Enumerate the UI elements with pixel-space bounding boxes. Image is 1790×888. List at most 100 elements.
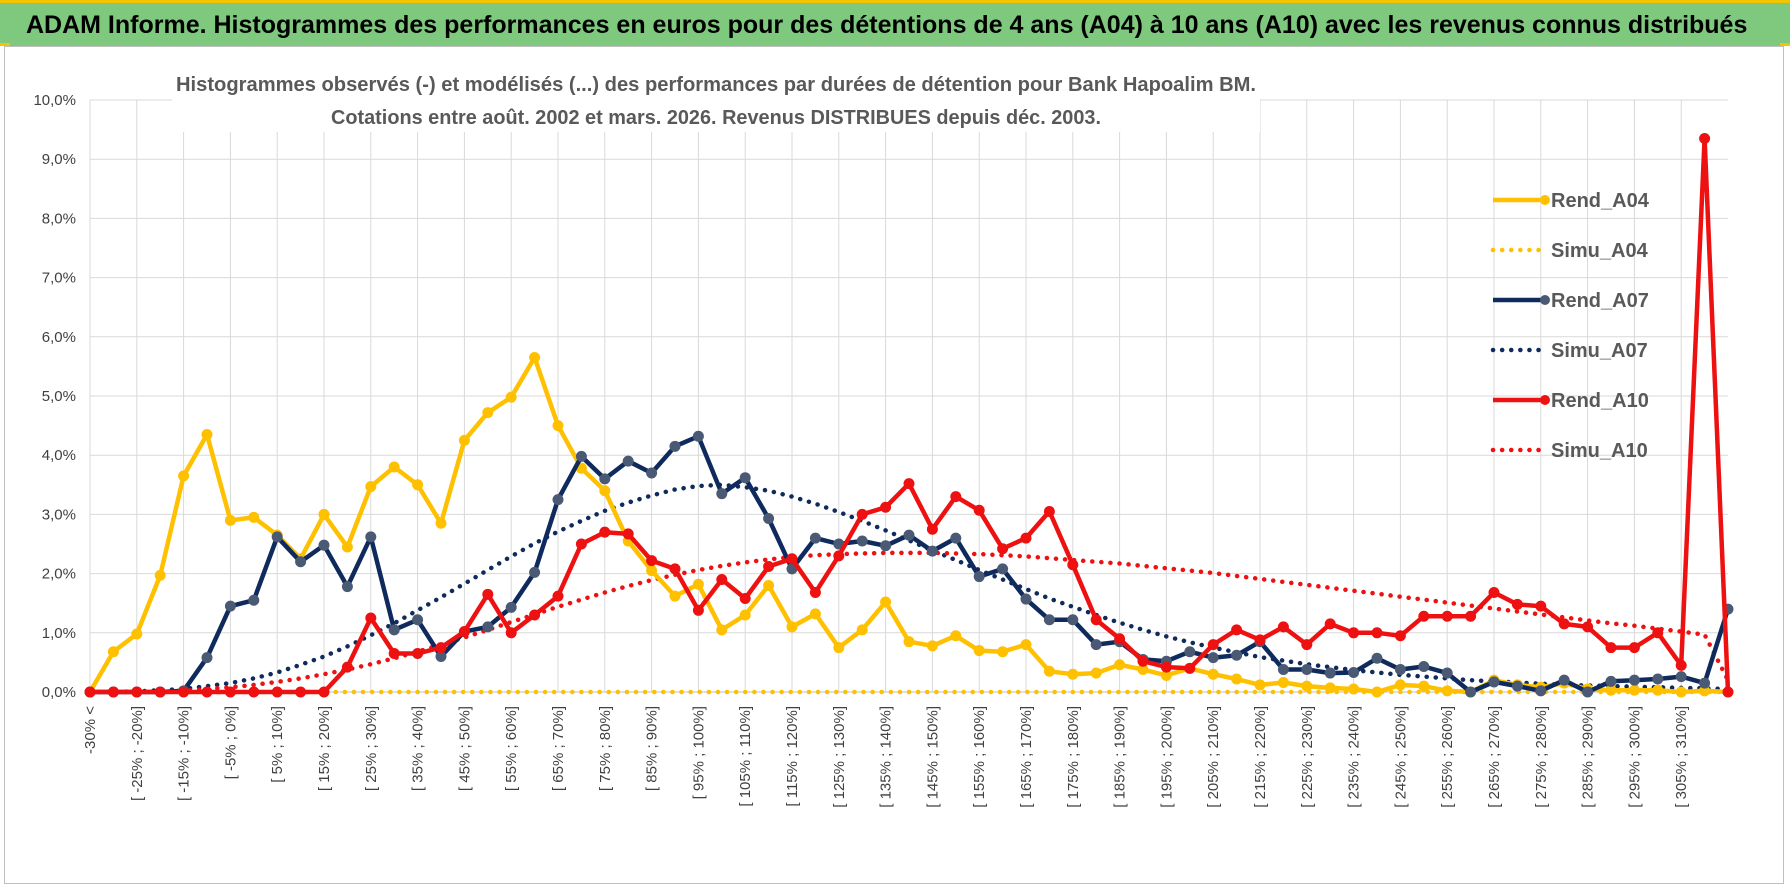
x-tick-label: [ 165% ; 170%] [1018,706,1035,808]
data-point-rend-a10 [622,528,634,540]
data-point-rend-a07 [1558,674,1570,686]
x-tick-label: [ 185% ; 190%] [1112,706,1129,808]
x-tick-label: [ 45% ; 50%] [456,706,473,791]
data-point-rend-a04 [1394,679,1406,691]
data-point-rend-a04 [341,541,353,553]
data-point-rend-a10 [529,609,541,621]
data-point-rend-a07 [1465,686,1477,698]
data-point-rend-a04 [1441,685,1453,697]
x-tick-label: [ 125% ; 130%] [831,706,848,808]
data-point-rend-a10 [224,686,236,698]
data-point-rend-a07 [1535,685,1547,697]
data-point-rend-a10 [84,686,96,698]
data-point-rend-a07 [341,581,353,593]
x-tick-label: [ 225% ; 230%] [1299,706,1316,808]
data-point-rend-a07 [973,571,985,583]
data-point-rend-a04 [646,565,658,577]
data-point-rend-a04 [529,352,541,364]
data-point-rend-a04 [692,578,704,590]
data-point-rend-a10 [201,686,213,698]
x-tick-label: [ -25% ; -20%] [129,706,146,801]
data-point-rend-a10 [365,612,377,624]
data-point-rend-a04 [412,479,424,491]
series-line-simu-a10 [87,550,1731,695]
data-point-rend-a04 [973,645,985,657]
data-point-rend-a10 [856,508,868,520]
data-point-rend-a10 [341,661,353,673]
data-point-rend-a10 [739,592,751,604]
data-point-rend-a10 [1652,627,1664,639]
data-point-rend-a10 [318,686,330,698]
report-banner: ADAM Informe. Histogrammes des performan… [0,0,1790,46]
data-point-rend-a04 [224,514,236,526]
data-point-rend-a04 [809,608,821,620]
data-point-rend-a10 [997,543,1009,555]
x-tick-label: [ 135% ; 140%] [878,706,895,808]
x-tick-label: [ 145% ; 150%] [924,706,941,808]
report-title: ADAM Informe. Histogrammes des performan… [26,11,1748,39]
data-point-rend-a07 [412,614,424,626]
data-point-rend-a10 [1090,614,1102,626]
data-point-rend-a07 [950,532,962,544]
data-point-rend-a10 [412,648,424,660]
chart-frame [4,46,1784,884]
data-point-rend-a04 [178,470,190,482]
data-point-rend-a10 [973,504,985,516]
y-tick-label: 5,0% [42,388,76,405]
data-point-rend-a10 [809,587,821,599]
data-point-rend-a07 [575,450,587,462]
data-point-rend-a10 [1348,627,1360,639]
data-point-rend-a10 [1558,618,1570,630]
x-tick-label: [ 85% ; 90%] [644,706,661,791]
data-point-rend-a10 [1231,624,1243,636]
data-point-rend-a04 [880,596,892,608]
y-tick-label: 0,0% [42,684,76,701]
data-point-rend-a07 [1511,680,1523,692]
data-point-rend-a07 [1090,639,1102,651]
x-tick-label: [ 105% ; 110%] [737,706,754,807]
data-point-rend-a10 [926,523,938,535]
data-point-rend-a04 [1207,668,1219,680]
data-point-rend-a07 [1394,664,1406,676]
data-point-rend-a10 [154,686,166,698]
data-point-rend-a10 [833,550,845,562]
data-point-rend-a10 [1441,610,1453,622]
y-tick-label: 2,0% [42,566,76,583]
chart-title-line-2: Cotations entre août. 2002 et mars. 2026… [331,107,1101,129]
x-tick-label: [ 195% ; 200%] [1158,706,1175,808]
data-point-rend-a10 [880,501,892,513]
data-point-rend-a10 [1277,621,1289,633]
data-point-rend-a04 [739,609,751,621]
legend-label-simu-a04: Simu_A04 [1551,240,1649,262]
x-tick-label: [ 215% ; 220%] [1252,706,1269,808]
data-point-rend-a04 [107,646,119,658]
data-point-rend-a04 [505,391,517,403]
data-point-rend-a07 [1628,674,1640,686]
data-point-rend-a07 [739,472,751,484]
data-point-rend-a07 [1067,614,1079,626]
series-line-rend-a10 [90,136,1731,695]
data-point-rend-a07 [201,652,213,664]
data-point-rend-a10 [1465,610,1477,622]
legend-label-rend-a04: Rend_A04 [1551,190,1650,212]
data-point-rend-a04 [1231,673,1243,685]
data-point-rend-a10 [1114,633,1126,645]
chart-title-background [172,66,1260,132]
data-point-rend-a10 [1043,505,1055,517]
x-tick-label: [ -15% ; -10%] [176,706,193,801]
x-tick-label: [ 95% ; 100%] [690,706,707,799]
data-point-rend-a07 [1301,664,1313,676]
data-point-rend-a04 [599,485,611,497]
x-tick-label: [ 35% ; 40%] [410,706,427,791]
data-point-rend-a04 [482,407,494,419]
data-point-rend-a07 [271,531,283,543]
data-point-rend-a07 [856,535,868,547]
data-point-rend-a04 [903,636,915,648]
data-point-rend-a04 [248,511,260,523]
data-point-rend-a04 [1114,659,1126,671]
data-point-rend-a10 [131,686,143,698]
data-point-rend-a10 [248,686,260,698]
data-point-rend-a07 [763,513,775,525]
data-point-rend-a04 [786,621,798,633]
